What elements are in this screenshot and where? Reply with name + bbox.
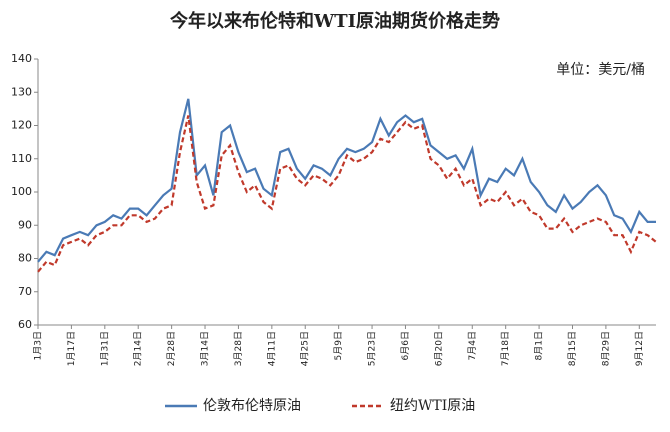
x-tick-label: 3月28日 bbox=[233, 331, 244, 366]
x-tick-label: 4月11日 bbox=[266, 331, 277, 366]
y-tick-label: 140 bbox=[11, 52, 32, 65]
x-tick-label: 6月6日 bbox=[400, 331, 411, 360]
x-tick-label: 2月28日 bbox=[166, 331, 177, 366]
legend-label: 纽约WTI原油 bbox=[390, 398, 475, 414]
y-tick-label: 90 bbox=[18, 218, 32, 231]
y-tick-label: 100 bbox=[11, 185, 32, 198]
x-tick-label: 9月12日 bbox=[634, 331, 645, 366]
chart-title: 今年以来布伦特和WTI原油期货价格走势 bbox=[170, 10, 500, 32]
y-tick-label: 70 bbox=[18, 285, 32, 298]
y-tick-label: 80 bbox=[18, 252, 32, 265]
series-line bbox=[37, 115, 657, 273]
legend-label: 伦敦布伦特原油 bbox=[203, 398, 301, 414]
unit-annotation: 单位：美元/桶 bbox=[556, 62, 645, 78]
series-line bbox=[37, 98, 656, 263]
y-tick-label: 120 bbox=[11, 119, 32, 132]
y-tick-label: 130 bbox=[11, 85, 32, 98]
x-tick-label: 8月1日 bbox=[534, 331, 545, 360]
x-tick-label: 6月20日 bbox=[433, 331, 444, 366]
x-tick-label: 1月3日 bbox=[33, 331, 44, 360]
x-tick-label: 7月18日 bbox=[500, 331, 511, 366]
y-tick-label: 110 bbox=[11, 152, 32, 165]
x-tick-label: 4月25日 bbox=[300, 331, 311, 366]
y-tick-label: 60 bbox=[18, 318, 32, 331]
x-tick-label: 7月4日 bbox=[467, 331, 478, 360]
x-tick-label: 8月15日 bbox=[567, 331, 578, 366]
x-tick-label: 5月9日 bbox=[333, 331, 344, 360]
x-tick-label: 1月17日 bbox=[66, 331, 77, 366]
x-tick-label: 5月23日 bbox=[367, 331, 378, 366]
x-tick-label: 1月31日 bbox=[99, 331, 110, 366]
x-tick-label: 2月14日 bbox=[133, 331, 144, 366]
x-tick-label: 3月14日 bbox=[200, 331, 211, 366]
x-tick-label: 8月29日 bbox=[600, 331, 611, 366]
